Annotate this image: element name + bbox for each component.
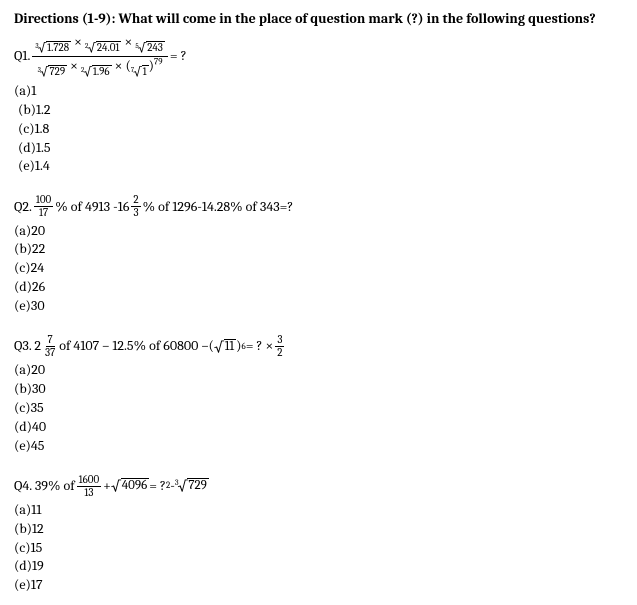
q2-frac1: 10017 xyxy=(34,194,53,219)
q3-label: Q3. 2 xyxy=(14,338,41,355)
q3-opt-d: (d)40 xyxy=(14,418,623,437)
q3-opt-c: (c)35 xyxy=(14,399,623,418)
q2-opt-d: (d)26 xyxy=(14,278,623,297)
q2-line: Q2. 10017 % of 4913 -16 23 % of 1296-14.… xyxy=(14,194,623,219)
q1-opt-a: (a)1 xyxy=(14,82,623,101)
q2-label: Q2. xyxy=(14,199,32,216)
q3-frac1: 737 xyxy=(43,334,57,359)
q3-line: Q3. 2 737 of 4107 – 12.5% of 60800 – (√1… xyxy=(14,334,623,359)
q4-opt-e: (e)17 xyxy=(14,576,623,595)
q3-opt-a: (a)20 xyxy=(14,361,623,380)
q1-options: (a)1 (b)1.2 (c)1.8 (d)1.5 (e)1.4 xyxy=(14,82,623,176)
q1-num-rad3: 5√243 xyxy=(135,41,165,55)
q2-text2: % of 1296-14.28% of 343=? xyxy=(143,199,294,216)
q1-label: Q1. xyxy=(14,48,30,65)
q1-den-rad3: 7√1 xyxy=(131,65,149,79)
q4-rad2: 3√729 xyxy=(175,478,209,494)
q3-opt-b: (b)30 xyxy=(14,380,623,399)
q4-options: (a)11 (b)12 (c)15 (d)19 (e)17 xyxy=(14,501,623,595)
q4-rad1: √4096 xyxy=(111,478,149,494)
q3-text1: of 4107 – 12.5% of 60800 – xyxy=(59,338,208,355)
q4-opt-c: (c)15 xyxy=(14,539,623,558)
question-4: Q4. 39% of 160013 + √4096 = ?2 - 3√729 xyxy=(14,474,623,499)
q3-text2: = ? × xyxy=(246,338,274,355)
q1-opt-c: (c)1.8 xyxy=(14,120,623,139)
q2-options: (a)20 (b)22 (c)24 (d)26 (e)30 xyxy=(14,222,623,316)
q2-opt-b: (b)22 xyxy=(14,240,623,259)
q1-opt-e: (e)1.4 xyxy=(14,157,623,176)
q4-opt-a: (a)11 xyxy=(14,501,623,520)
q1-tail: = ? xyxy=(170,48,187,65)
question-3: Q3. 2 737 of 4107 – 12.5% of 60800 – (√1… xyxy=(14,334,623,359)
q1-num-rad1: 3√1.728 xyxy=(35,41,71,55)
q4-text1: + xyxy=(103,478,111,495)
q2-opt-e: (e)30 xyxy=(14,297,623,316)
question-2: Q2. 10017 % of 4913 -16 23 % of 1296-14.… xyxy=(14,194,623,219)
q2-opt-c: (c)24 xyxy=(14,259,623,278)
q4-opt-d: (d)19 xyxy=(14,557,623,576)
q4-line: Q4. 39% of 160013 + √4096 = ?2 - 3√729 xyxy=(14,474,623,499)
q3-options: (a)20 (b)30 (c)35 (d)40 (e)45 xyxy=(14,361,623,455)
q1-line: Q1. 3√1.728 × 2√24.01 × 5√243 3√729 × 2√… xyxy=(14,33,623,80)
q1-den-rad1: 3√729 xyxy=(38,65,67,79)
q2-opt-a: (a)20 xyxy=(14,222,623,241)
q4-label: Q4. 39% of xyxy=(14,478,75,495)
q4-text2: = ? xyxy=(149,478,166,495)
q1-num-rad2: 2√24.01 xyxy=(85,41,121,55)
q3-frac2: 32 xyxy=(275,334,284,359)
question-1: Q1. 3√1.728 × 2√24.01 × 5√243 3√729 × 2√… xyxy=(14,33,623,80)
q1-opt-d: (d)1.5 xyxy=(14,139,623,158)
q2-text1: % of 4913 -16 xyxy=(55,199,129,216)
q1-den-rad2: 2√1.96 xyxy=(81,65,112,79)
q2-frac2: 23 xyxy=(131,194,140,219)
q3-rad: √11 xyxy=(214,339,236,355)
q3-opt-e: (e)45 xyxy=(14,437,623,456)
q4-opt-b: (b)12 xyxy=(14,520,623,539)
q4-frac1: 160013 xyxy=(77,474,102,499)
q1-opt-b: (b)1.2 xyxy=(14,101,623,120)
directions-text: Directions (1-9): What will come in the … xyxy=(14,10,623,29)
q1-fraction: 3√1.728 × 2√24.01 × 5√243 3√729 × 2√1.96… xyxy=(32,33,168,80)
